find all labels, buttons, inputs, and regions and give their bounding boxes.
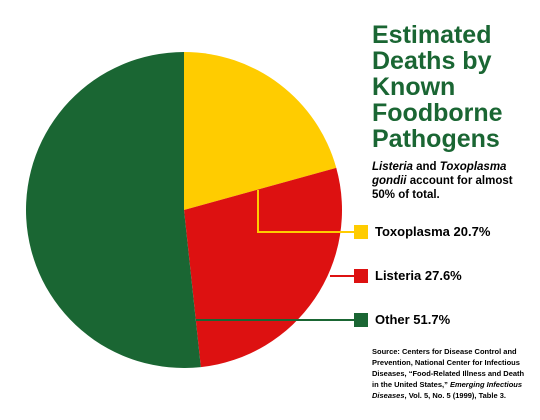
text-run: , Vol. 5, No. 5 (1999), Table 3. <box>404 391 506 400</box>
text-run: and <box>412 161 440 173</box>
legend-swatch <box>354 313 368 327</box>
source-note: Source: Centers for Disease Control and … <box>372 346 532 401</box>
leader-line <box>257 190 354 233</box>
legend-value: 27.6% <box>425 268 462 283</box>
pie-slice <box>184 167 342 368</box>
text-run: Toxoplasma gondii <box>372 161 507 187</box>
chart-title: Estimated Deaths by Known Foodborne Path… <box>372 21 503 153</box>
legend-label: Listeria 27.6% <box>375 268 462 283</box>
legend-name: Listeria <box>375 268 422 283</box>
pie-slice <box>184 52 337 210</box>
legend-label: Other 51.7% <box>375 312 451 327</box>
legend-label: Toxoplasma 20.7% <box>375 224 491 239</box>
legend-swatch <box>354 225 368 239</box>
text-run: Listeria <box>372 161 413 173</box>
legend-name: Other <box>375 312 410 327</box>
legend-name: Toxoplasma <box>375 224 451 239</box>
text-run: Emerging Infectious Diseases <box>372 380 523 400</box>
legend-value: 20.7% <box>454 224 491 239</box>
legend-swatch <box>354 269 368 283</box>
text-run: Source: Centers for Disease Control and … <box>372 347 525 389</box>
text-run: account for almost 50% of total. <box>372 175 513 201</box>
subtitle: Listeria and Toxoplasma gondii account f… <box>372 160 522 202</box>
pie-slice <box>26 52 201 368</box>
legend-value: 51.7% <box>413 312 450 327</box>
